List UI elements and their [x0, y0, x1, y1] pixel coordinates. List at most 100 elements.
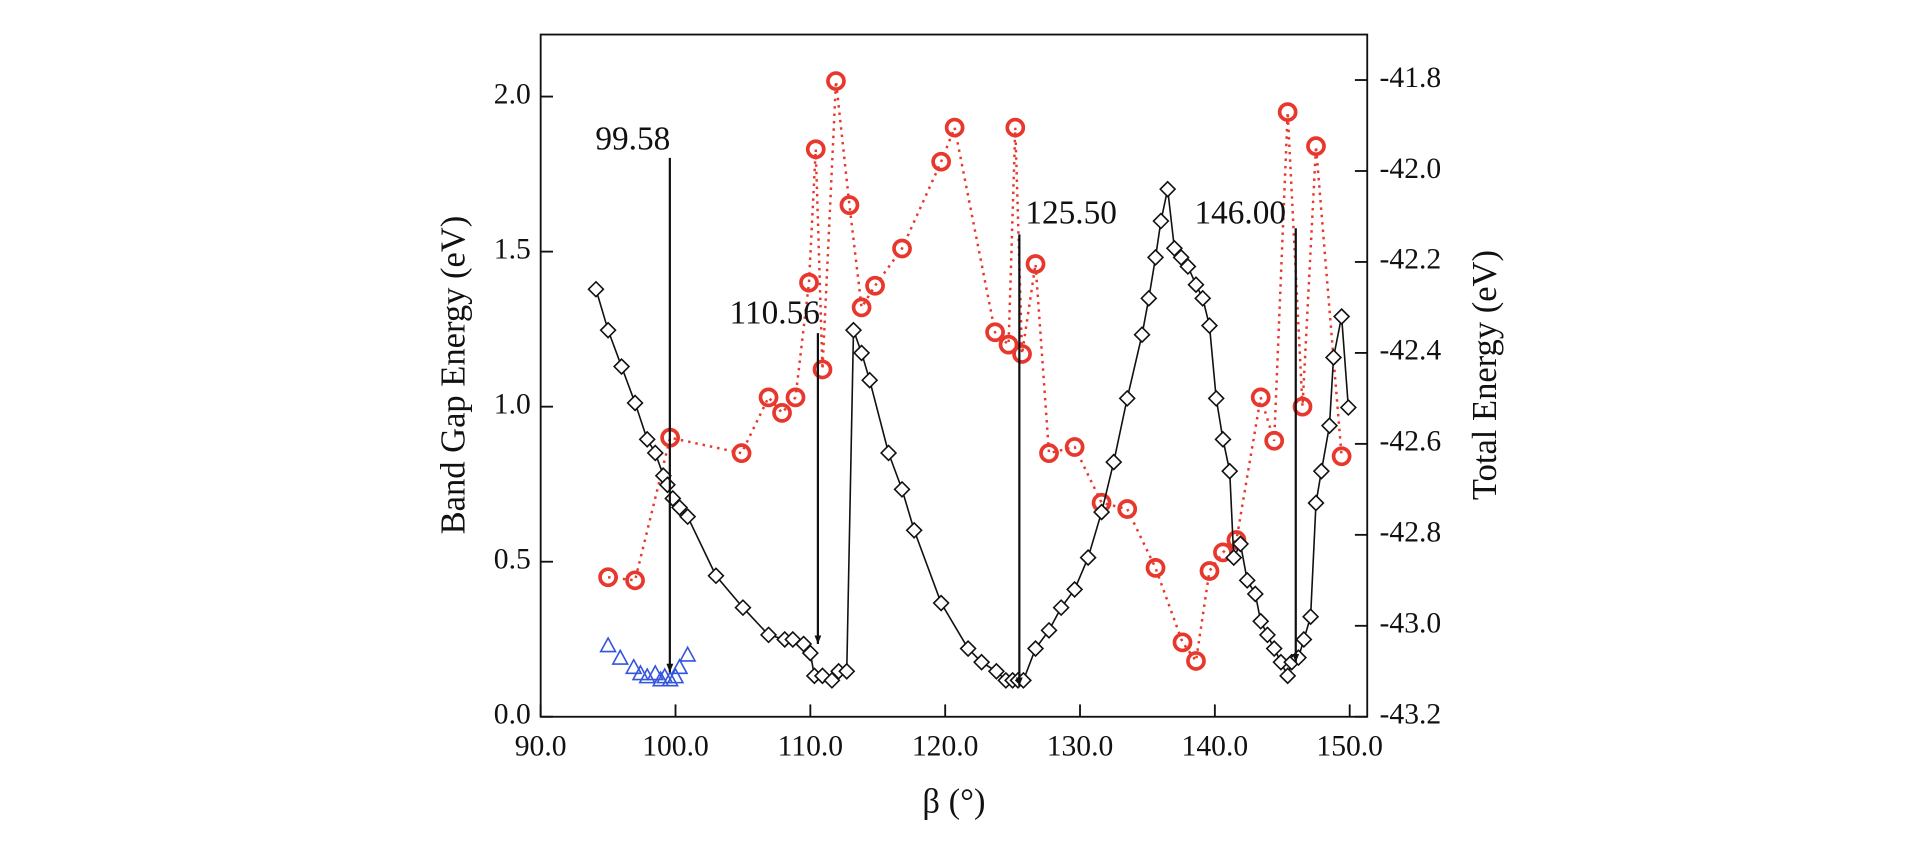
point [1194, 289, 1212, 307]
point [679, 508, 697, 526]
point [772, 402, 792, 423]
point [625, 570, 645, 591]
point [865, 275, 885, 296]
point [638, 430, 656, 448]
point [1320, 417, 1339, 435]
point [731, 443, 752, 464]
point [758, 387, 779, 408]
point [784, 630, 802, 648]
point [626, 394, 644, 412]
point [1225, 549, 1243, 567]
point [801, 644, 819, 662]
series-line [595, 189, 1350, 682]
point [1012, 344, 1032, 364]
point [671, 499, 689, 517]
point [844, 321, 863, 339]
point [1333, 307, 1351, 326]
x-axis-label: β (°) [922, 782, 985, 820]
point [893, 480, 911, 498]
x-tick-label: 150.0 [1316, 731, 1383, 763]
point [1295, 630, 1313, 648]
y2-tick-label: -43.0 [1380, 608, 1442, 640]
point [646, 664, 665, 681]
annotation-label: 125.50 [1025, 195, 1117, 232]
point [1039, 443, 1059, 464]
point [973, 653, 991, 671]
point [1145, 558, 1166, 578]
point [853, 344, 871, 362]
point [1250, 387, 1271, 408]
point [839, 195, 860, 215]
point [1172, 632, 1193, 653]
x-tick-label: 90.0 [515, 731, 567, 763]
plot-frame [539, 33, 1369, 718]
y2-axis-label: Total Energy (eV) [1466, 250, 1504, 500]
point [638, 667, 656, 684]
point [851, 297, 872, 318]
x-tick-label: 110.0 [778, 731, 844, 763]
point [1292, 396, 1313, 417]
point [1221, 462, 1239, 480]
point [932, 594, 950, 612]
y-axis-label: Band Gap Energy (eV) [435, 216, 473, 535]
point [1214, 430, 1232, 448]
point [1140, 289, 1158, 307]
point [631, 664, 650, 681]
point [880, 444, 898, 462]
point [1026, 640, 1045, 658]
point [658, 476, 676, 494]
point [826, 71, 846, 91]
point [1279, 667, 1297, 685]
point [1066, 580, 1084, 598]
y2-tick-label: -42.0 [1380, 153, 1442, 185]
point [646, 444, 664, 462]
point [1200, 317, 1219, 335]
point [587, 280, 605, 298]
point [1324, 348, 1343, 366]
point [1179, 257, 1197, 276]
point [651, 670, 670, 687]
point [1187, 276, 1205, 294]
x-tick-label: 120.0 [912, 731, 979, 763]
point [1159, 180, 1177, 198]
y2-tick-label: -42.2 [1380, 244, 1442, 276]
point [905, 521, 923, 539]
point [1231, 535, 1250, 553]
point [1312, 462, 1330, 480]
point [892, 238, 912, 259]
point [1306, 136, 1326, 157]
point [734, 599, 752, 617]
point [598, 567, 618, 588]
point [707, 567, 725, 585]
point [1005, 117, 1026, 138]
point [1186, 651, 1206, 671]
point [1199, 561, 1220, 581]
point [1252, 612, 1270, 630]
point [1339, 398, 1357, 417]
point [1331, 446, 1352, 467]
y-tick-label: 2.0 [494, 78, 531, 110]
point [813, 667, 832, 685]
point [666, 667, 685, 684]
point [1064, 437, 1085, 457]
point [1133, 326, 1151, 344]
point [1040, 621, 1058, 639]
point [1207, 389, 1225, 407]
point [1025, 254, 1046, 274]
point [678, 645, 697, 662]
point [1277, 102, 1298, 122]
point [1307, 494, 1325, 512]
point [959, 640, 977, 658]
point [812, 359, 833, 380]
point [760, 626, 778, 644]
point [1246, 585, 1264, 603]
point [1118, 389, 1136, 407]
annotation-label: 110.56 [730, 294, 820, 331]
point [944, 117, 965, 138]
y-tick-label: 0.5 [494, 544, 531, 576]
point [1093, 503, 1111, 521]
point [661, 670, 679, 687]
point [670, 658, 689, 675]
